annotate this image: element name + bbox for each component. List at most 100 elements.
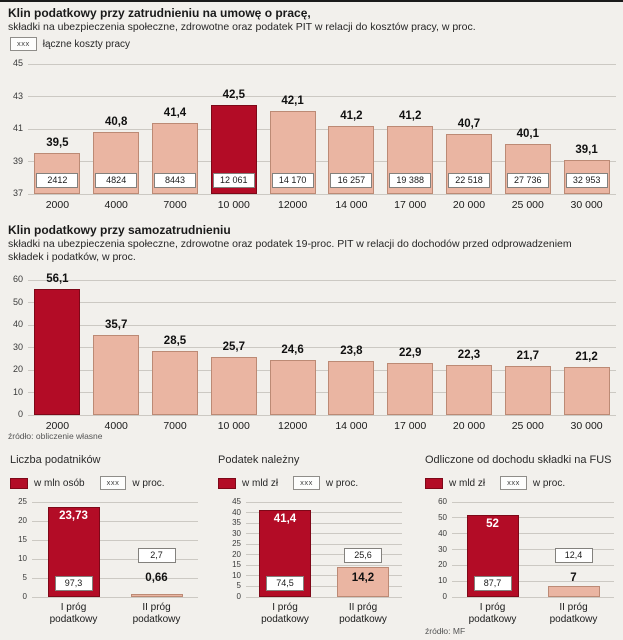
gridline bbox=[32, 596, 198, 598]
gridline bbox=[32, 577, 198, 579]
x-category-label: 30 000 bbox=[570, 420, 603, 432]
x-category-label: 10 000 bbox=[217, 420, 250, 432]
legend-label: łączne koszty pracy bbox=[42, 38, 131, 50]
y-axis-tick-label: 30 bbox=[438, 544, 447, 554]
bar-value-label: 28,5 bbox=[163, 334, 187, 347]
x-category-label: 20 000 bbox=[452, 420, 486, 432]
mini-chart3-source: źródło: MF bbox=[425, 626, 466, 636]
y-axis-tick-label: 41 bbox=[12, 123, 23, 134]
gridline bbox=[452, 533, 614, 535]
gridline bbox=[32, 520, 198, 522]
y-axis-tick-label: 0 bbox=[442, 592, 447, 602]
gridline bbox=[452, 580, 614, 582]
y-axis-tick-label: 37 bbox=[12, 188, 23, 199]
bar-highlighted bbox=[34, 288, 81, 415]
mini-chart1-title: Liczba podatników bbox=[10, 454, 101, 466]
value-box-label: 74,5 bbox=[266, 576, 304, 591]
gridline bbox=[246, 512, 402, 514]
value-box-label: 27 736 bbox=[506, 173, 549, 188]
series-swatch bbox=[425, 477, 443, 489]
gridline bbox=[28, 193, 616, 195]
value-box-label: 8443 bbox=[154, 173, 196, 188]
bar-value-label: 22,3 bbox=[457, 348, 481, 361]
y-axis-tick-label: 20 bbox=[18, 516, 27, 526]
legend-label: w mln osób bbox=[34, 477, 85, 489]
x-category-label: I próg podatkowy bbox=[261, 602, 309, 625]
gridline bbox=[246, 543, 402, 545]
x-category-label: 12000 bbox=[277, 199, 308, 211]
value-box-label: 12,4 bbox=[554, 548, 593, 563]
value-box-label: 19 388 bbox=[389, 173, 432, 188]
bar-value-label: 39,5 bbox=[46, 137, 69, 150]
x-category-label: 10 000 bbox=[217, 199, 250, 211]
bar-value-label: 23,8 bbox=[340, 345, 363, 358]
y-axis-tick-label: 25 bbox=[18, 497, 27, 507]
value-box-label: 87,7 bbox=[473, 576, 512, 591]
x-category-label: 4000 bbox=[104, 199, 128, 211]
gridline bbox=[28, 128, 616, 130]
x-category-label: 30 000 bbox=[570, 199, 603, 211]
bar-value-label: 52 bbox=[486, 517, 499, 530]
bar-value-label: 39,1 bbox=[575, 143, 598, 156]
gridline bbox=[28, 279, 616, 281]
gridline bbox=[28, 161, 616, 162]
x-category-label: 17 000 bbox=[394, 420, 427, 432]
bar bbox=[130, 594, 183, 597]
gridline bbox=[246, 585, 402, 587]
x-category-label: 14 000 bbox=[335, 199, 368, 211]
gridline bbox=[28, 324, 616, 326]
gridline bbox=[246, 564, 402, 566]
y-axis-tick-label: 20 bbox=[438, 560, 447, 570]
percent-box-swatch: xxx bbox=[500, 476, 527, 490]
y-axis-tick-label: 40 bbox=[12, 319, 23, 330]
x-category-label: II próg podatkowy bbox=[549, 602, 598, 625]
x-category-label: 25 000 bbox=[511, 420, 544, 432]
x-category-label: 25 000 bbox=[511, 199, 544, 211]
y-axis-tick-label: 0 bbox=[236, 592, 241, 602]
bar-value-label: 41,4 bbox=[163, 106, 187, 119]
gridline bbox=[452, 517, 614, 519]
x-category-label: 17 000 bbox=[394, 199, 427, 211]
bar-value-label: 56,1 bbox=[46, 272, 69, 285]
value-box-label: 14 170 bbox=[271, 173, 314, 188]
bar bbox=[269, 359, 316, 415]
gridline bbox=[28, 347, 616, 348]
costs-box-swatch: xxx bbox=[10, 37, 37, 51]
bar bbox=[504, 366, 551, 415]
y-axis-tick-label: 30 bbox=[12, 341, 23, 352]
gridline bbox=[452, 549, 614, 550]
bar bbox=[210, 357, 257, 415]
bar bbox=[93, 334, 140, 415]
mini-chart2-title: Podatek należny bbox=[218, 454, 300, 466]
gridline bbox=[246, 501, 402, 503]
y-axis-tick-label: 10 bbox=[438, 576, 447, 586]
series-swatch bbox=[10, 477, 28, 489]
gridline bbox=[28, 63, 616, 65]
chart2-title: Klin podatkowy przy samozatrudnieniu bbox=[8, 223, 231, 237]
mini-chart2-legend: w mld zł xxx w proc. bbox=[218, 476, 358, 490]
y-axis-tick-label: 5 bbox=[236, 581, 241, 591]
x-category-label: 7000 bbox=[163, 199, 187, 211]
bar-value-label: 40,7 bbox=[457, 117, 481, 130]
x-category-label: 4000 bbox=[104, 420, 128, 432]
bar bbox=[446, 364, 492, 415]
bar bbox=[563, 367, 610, 415]
y-axis-tick-label: 15 bbox=[18, 535, 27, 545]
bar-value-label: 41,2 bbox=[398, 109, 422, 122]
gridline bbox=[246, 522, 402, 524]
y-axis-tick-label: 0 bbox=[17, 409, 23, 420]
gridline bbox=[28, 302, 616, 303]
bar-value-label: 21,2 bbox=[575, 351, 598, 364]
x-category-label: 2000 bbox=[45, 199, 70, 211]
x-category-label: 14 000 bbox=[335, 420, 368, 432]
value-box-label: 97,3 bbox=[54, 576, 93, 591]
y-axis-tick-label: 10 bbox=[18, 554, 27, 564]
bar-value-label: 21,7 bbox=[516, 350, 539, 363]
y-axis-tick-label: 50 bbox=[12, 296, 23, 307]
percent-box-swatch: xxx bbox=[293, 476, 320, 490]
legend-label: w proc. bbox=[532, 477, 566, 489]
chart2-subtitle: składki na ubezpieczenia społeczne, zdro… bbox=[8, 238, 572, 263]
legend-label: w mld zł bbox=[449, 477, 486, 489]
value-box-label: 2,7 bbox=[137, 548, 176, 563]
